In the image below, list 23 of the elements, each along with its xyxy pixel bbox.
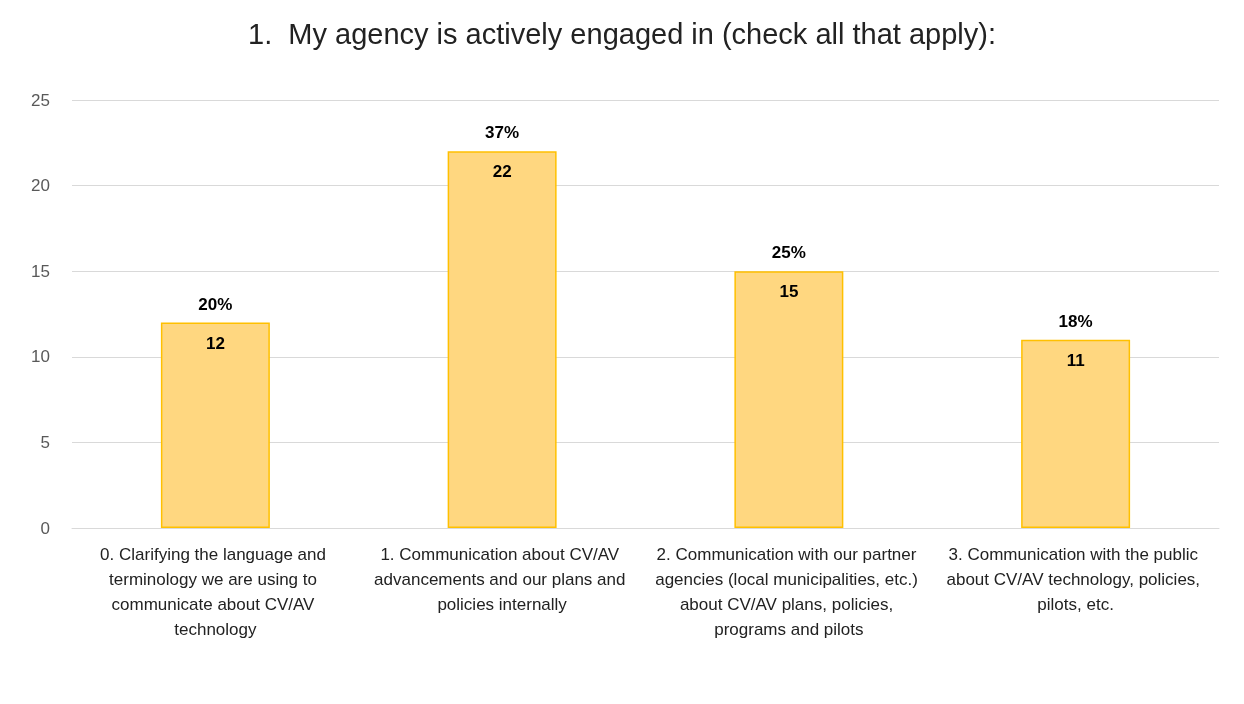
x-tick-label: 0. Clarifying the language and terminology we are using to communicate about CV/AV technology (100, 545, 331, 639)
y-tick-label: 10 (31, 347, 50, 367)
annotation: 37% (485, 123, 520, 143)
x-tick-label: 2. Communication with our partner agencies (local municipalities, etc.) about CV/AV plans, policies, programs and pilots (655, 545, 923, 639)
data-label: 15 (779, 282, 799, 302)
bar (160, 322, 270, 528)
annotation: 20% (198, 294, 233, 314)
bar (447, 151, 557, 528)
x-tick-label: 1. Communication about CV/AV advancements and our plans and policies internally (374, 545, 631, 614)
data-label: 22 (492, 162, 512, 182)
data-label: 12 (205, 333, 225, 353)
y-tick-label: 0 (40, 518, 50, 538)
annotation: 25% (771, 243, 806, 263)
y-tick-label: 20 (31, 176, 50, 196)
y-tick-label: 5 (40, 432, 50, 452)
bar (1021, 339, 1131, 528)
chart-title: 1. My agency is actively engaged in (check all that apply): (248, 17, 996, 50)
bar (734, 271, 844, 528)
data-label: 11 (1066, 350, 1085, 370)
y-tick-label: 15 (31, 261, 50, 281)
annotation: 18% (1058, 311, 1093, 331)
y-tick-label: 25 (31, 90, 50, 110)
x-tick-label: 3. Communication with the public about CV/AV technology, policies, pilots, etc. (946, 545, 1205, 614)
